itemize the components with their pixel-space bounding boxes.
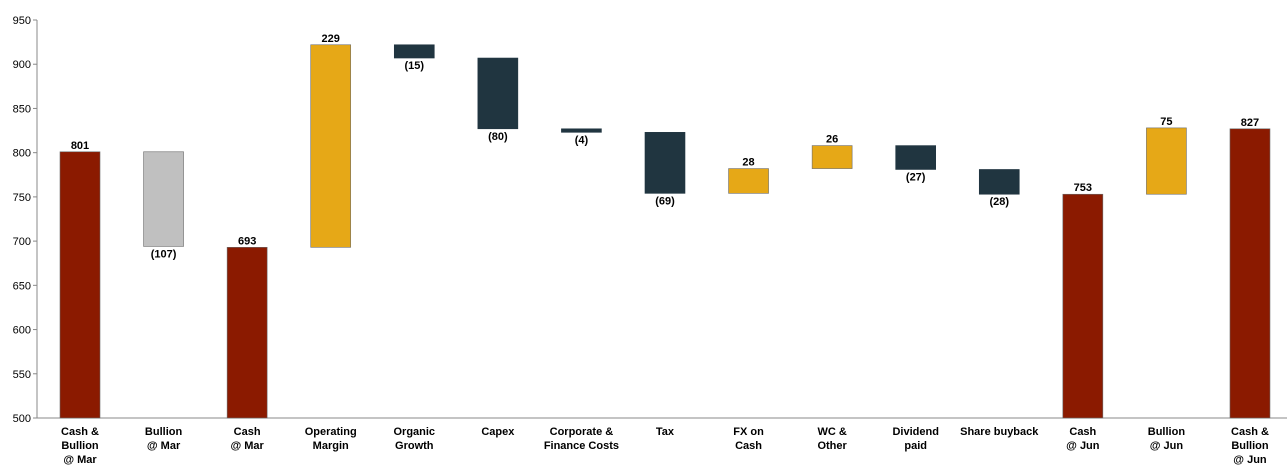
data-label-1: (107): [151, 248, 177, 260]
y-tick-label: 700: [13, 236, 31, 248]
bar-7: [644, 132, 686, 194]
bar-4: [393, 44, 435, 59]
category-label-14: @ Jun: [1233, 454, 1267, 466]
category-label-8: Cash: [735, 440, 762, 452]
y-tick-label: 800: [13, 148, 31, 160]
bar-9: [811, 145, 853, 169]
bar-8: [728, 168, 769, 194]
category-label-14: Cash &: [1231, 426, 1269, 438]
bar-0: [59, 151, 101, 419]
category-label-8: FX on: [733, 426, 764, 438]
bar-10: [895, 145, 937, 170]
category-label-0: Bullion: [61, 440, 99, 452]
y-tick-label: 850: [13, 103, 31, 115]
category-label-13: Bullion: [1148, 426, 1186, 438]
y-tick-label: 600: [13, 325, 31, 337]
bar-11: [978, 169, 1020, 195]
data-label-4: (15): [404, 60, 424, 72]
category-label-1: @ Mar: [147, 440, 181, 452]
y-tick-label: 750: [13, 192, 31, 204]
category-label-7: Tax: [656, 426, 675, 438]
category-labels-group: Cash & Bullion @ Mar Bullion @ Mar Cash @ Mar O…: [61, 426, 1269, 466]
category-label-3: Operating: [305, 426, 357, 438]
data-label-3: 229: [322, 33, 340, 45]
category-label-0: Cash &: [61, 426, 99, 438]
category-label-12: @ Jun: [1066, 440, 1100, 452]
bar-6: [561, 128, 602, 133]
y-tick-label: 950: [13, 15, 31, 27]
category-label-6: Corporate &: [550, 426, 614, 438]
y-tick-label: 900: [13, 59, 31, 71]
y-axis-ticks: 500 550 600 650 700 750 800 850 900 950: [13, 15, 37, 425]
category-label-13: @ Jun: [1150, 440, 1184, 452]
category-label-12: Cash: [1069, 426, 1096, 438]
category-label-10: paid: [904, 440, 927, 452]
bars-group: [59, 44, 1271, 419]
data-label-2: 693: [238, 235, 256, 247]
data-labels-group: 801 (107) 693 229 (15) (80) (4) (69) 28 26 (27) (28…: [71, 33, 1259, 261]
data-label-8: 28: [742, 157, 754, 169]
bar-2: [226, 247, 268, 419]
data-label-7: (69): [655, 195, 675, 207]
data-label-14: 827: [1241, 117, 1259, 129]
category-label-4: Organic: [393, 426, 435, 438]
y-tick-label: 500: [13, 413, 31, 425]
bar-5: [477, 57, 519, 130]
category-label-9: WC &: [817, 426, 846, 438]
bar-13: [1146, 127, 1187, 195]
bar-3: [310, 44, 352, 248]
category-label-10: Dividend: [892, 426, 938, 438]
category-label-9: Other: [817, 440, 847, 452]
data-label-0: 801: [71, 140, 89, 152]
data-label-5: (80): [488, 131, 508, 143]
bar-1: [143, 151, 184, 247]
category-label-1: Bullion: [145, 426, 183, 438]
category-label-6: Finance Costs: [544, 440, 619, 452]
y-tick-label: 550: [13, 369, 31, 381]
data-label-11: (28): [989, 196, 1009, 208]
data-label-9: 26: [826, 134, 838, 146]
bar-14: [1229, 128, 1271, 419]
data-label-12: 753: [1074, 182, 1092, 194]
category-label-5: Capex: [481, 426, 515, 438]
data-label-6: (4): [575, 134, 589, 146]
bar-12: [1062, 193, 1104, 419]
category-label-2: @ Mar: [230, 440, 264, 452]
data-label-10: (27): [906, 171, 926, 183]
y-tick-label: 650: [13, 280, 31, 292]
category-label-4: Growth: [395, 440, 434, 452]
category-label-0: @ Mar: [63, 454, 97, 466]
category-label-3: Margin: [313, 440, 349, 452]
category-label-11: Share buyback: [960, 426, 1039, 438]
category-label-14: Bullion: [1231, 440, 1269, 452]
category-label-2: Cash: [234, 426, 261, 438]
data-label-13: 75: [1160, 116, 1172, 128]
